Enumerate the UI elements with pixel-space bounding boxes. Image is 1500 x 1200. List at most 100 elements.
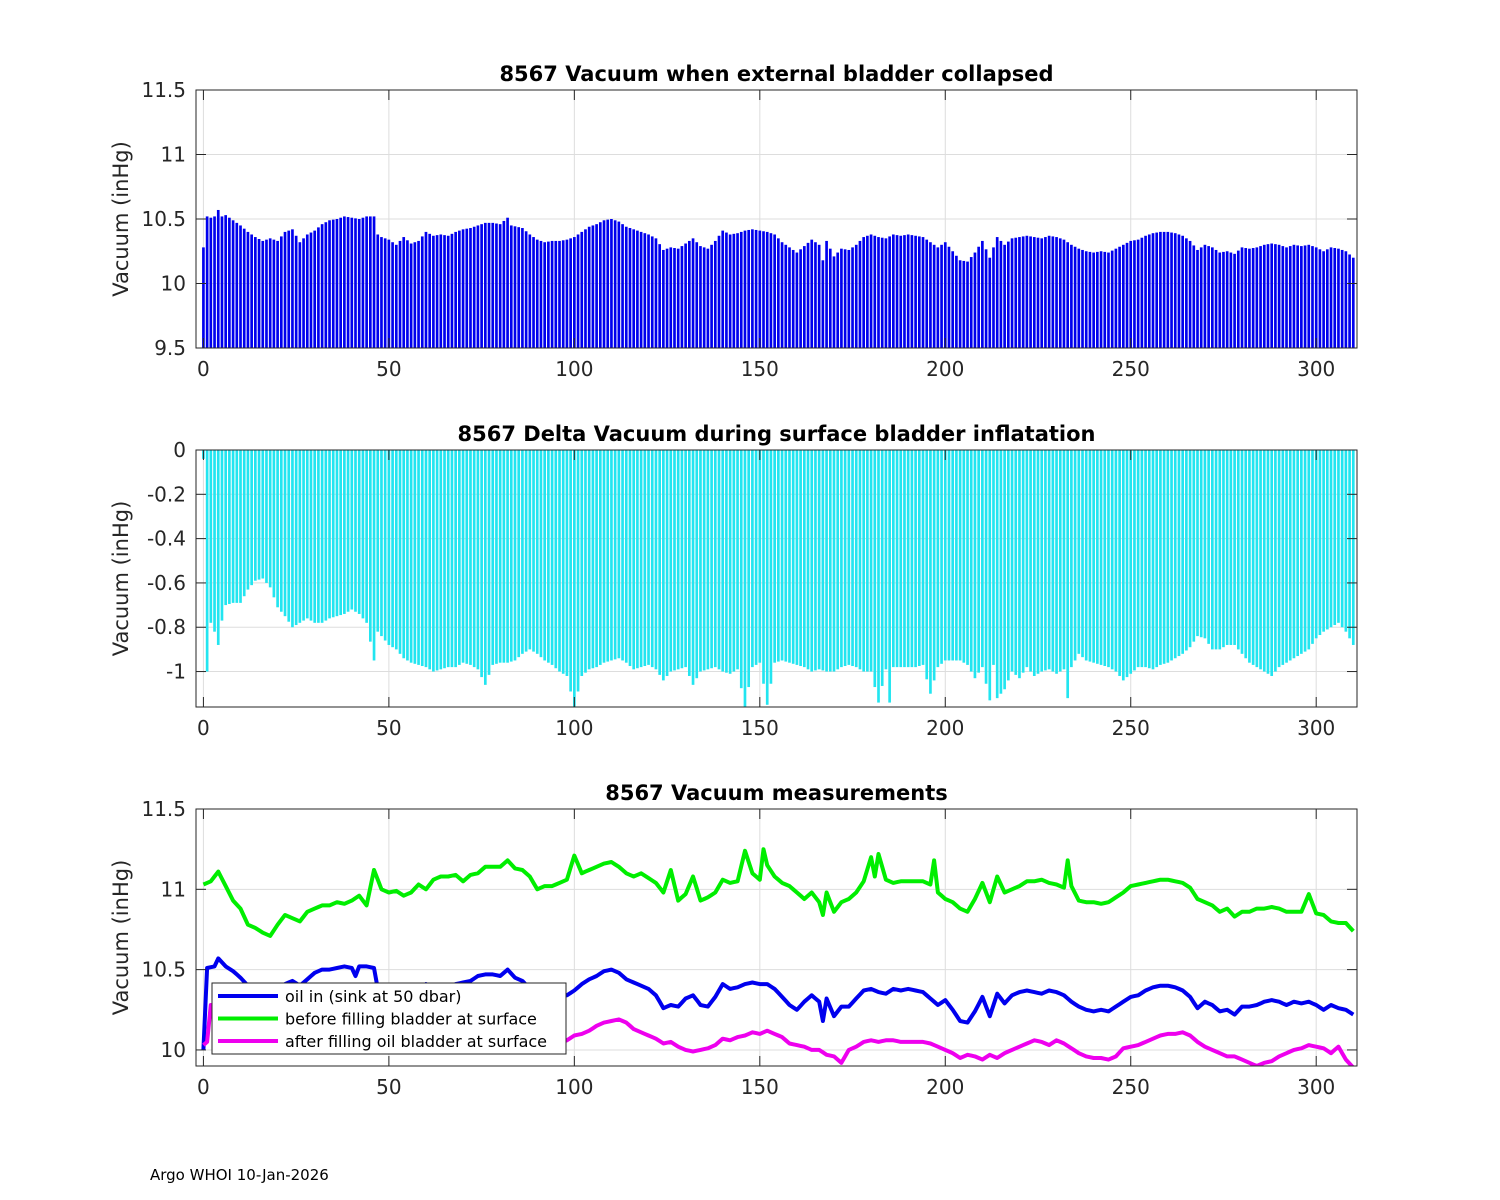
bar [1021,236,1025,348]
x-tick-label: 250 [1112,1075,1150,1099]
bar [676,450,680,670]
bar [346,450,350,612]
bar [1351,450,1355,645]
bar [528,450,532,650]
bar [1047,450,1051,670]
bar [1188,240,1192,348]
bar [242,228,246,348]
bar [532,450,535,652]
bar [1259,450,1262,670]
bar [758,230,762,348]
bar [1233,253,1236,348]
bar [580,450,584,676]
bar [713,450,717,668]
chart-1: 0 50 100 150 200 250 300 9.5 10 10.5 11 11.5 8567 Va… [109,62,1358,381]
bar [317,450,320,623]
bar [550,450,554,665]
bar [995,237,999,348]
bar [461,450,465,663]
y-tick-label: 10 [161,1038,186,1062]
bar [828,248,832,348]
bar [1170,450,1173,661]
bar [869,450,873,672]
bar [502,220,506,348]
bar [702,450,706,671]
bar [339,450,342,616]
bar [728,234,732,348]
bar [406,240,409,348]
bar [220,216,224,348]
bar [1233,450,1236,645]
bar [880,237,884,348]
bar [1099,251,1103,348]
bar [706,248,710,348]
bar [992,450,995,665]
bar [1203,450,1207,639]
bar [1177,234,1181,348]
bar [1014,450,1018,675]
bar [680,450,684,669]
bar [350,450,354,610]
bar [413,242,417,348]
bar [1151,450,1155,670]
bar [973,252,977,348]
bar [932,244,936,348]
bar [220,450,224,621]
bar [1259,246,1262,348]
bar [1025,235,1029,348]
bar [598,222,602,348]
bar [517,450,521,658]
bar [1133,240,1136,348]
bar [817,244,821,348]
bar [747,450,751,688]
bar [298,450,302,623]
bar [899,235,903,348]
bar [1340,450,1344,628]
bar [951,450,955,661]
bar [669,247,673,348]
bar [302,238,305,348]
bar [428,233,432,348]
y-tick-label: 11.5 [141,78,186,102]
bar [1333,450,1337,626]
bar [877,450,880,703]
bar [1014,237,1018,348]
bar [435,235,439,348]
bar [469,228,472,348]
bar [495,223,498,348]
bar [717,235,721,348]
bar [298,242,302,348]
bar [1303,450,1307,652]
x-tick-label: 300 [1297,357,1335,381]
bar [272,450,276,598]
bar [458,230,461,348]
bar [947,450,951,661]
bar [1099,450,1103,665]
bar [513,450,517,661]
bar [1166,231,1170,348]
bar [1073,246,1077,348]
bar [402,237,406,348]
bar [487,450,491,675]
bar [725,450,728,673]
bar [1214,249,1218,348]
legend: oil in (sink at 50 dbar) before filling b… [211,982,567,1055]
y-tick-label: 9.5 [154,336,186,360]
bar [999,240,1003,348]
x-tick-label: 300 [1297,1075,1335,1099]
bar [1088,251,1092,348]
bar [472,226,476,348]
bar [246,450,250,590]
bar [558,240,561,348]
bar [895,450,899,668]
bar [313,450,317,623]
bar [1337,248,1340,348]
bar [1344,251,1348,348]
bar [369,450,372,642]
bar [317,227,320,348]
bar [328,450,331,619]
bar [1058,238,1062,348]
bar [354,450,357,612]
bar [1140,450,1144,668]
bar [1262,450,1266,672]
